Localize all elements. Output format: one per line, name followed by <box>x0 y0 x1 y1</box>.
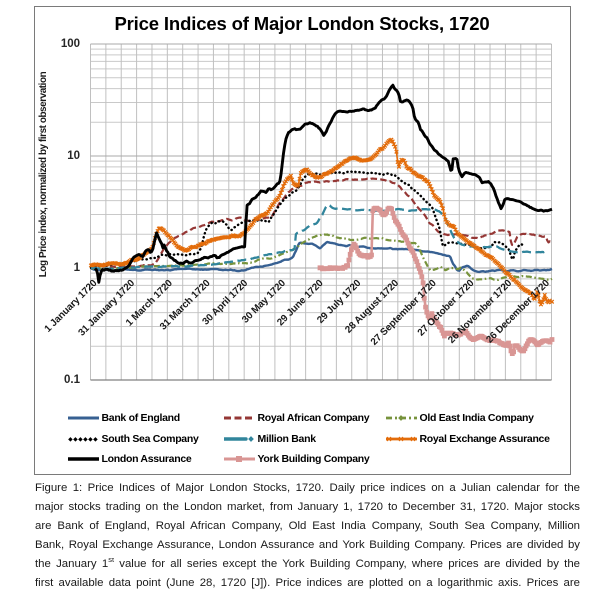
svg-text:Log Price index, normalized by: Log Price index, normalized by first obs… <box>38 71 49 277</box>
svg-text:26 December 1720: 26 December 1720 <box>484 277 552 345</box>
